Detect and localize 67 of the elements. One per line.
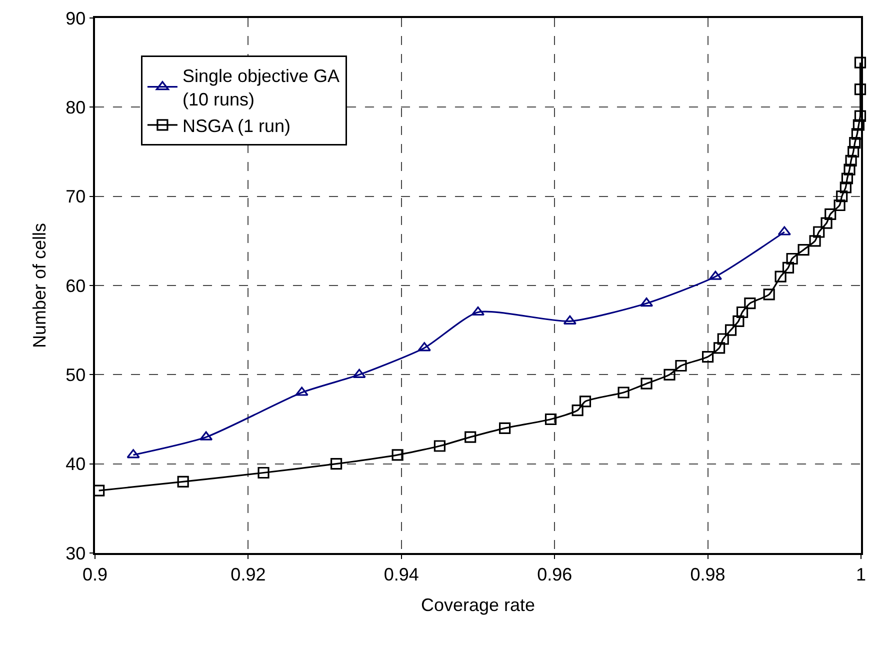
point — [824, 208, 836, 220]
point — [544, 413, 557, 426]
x-tick-label: 0.92 — [230, 564, 266, 584]
point — [352, 368, 366, 378]
point — [418, 342, 431, 352]
point — [834, 199, 846, 212]
point — [813, 226, 825, 238]
point — [844, 164, 856, 176]
point — [200, 431, 213, 440]
point — [713, 342, 726, 354]
y-tick-label: 70 — [66, 186, 86, 207]
point — [854, 84, 866, 96]
point — [854, 110, 866, 122]
point — [464, 431, 476, 443]
point — [774, 270, 786, 282]
point — [778, 226, 791, 236]
point — [809, 235, 821, 247]
point — [820, 217, 832, 229]
point — [675, 360, 687, 372]
y-tick-label: 50 — [66, 364, 86, 385]
x-tick-label: 1 — [856, 564, 866, 584]
point — [732, 315, 744, 327]
point — [126, 449, 140, 458]
point — [717, 333, 729, 345]
y-tick-label: 90 — [66, 8, 86, 28]
point — [434, 440, 446, 452]
point — [702, 351, 714, 363]
point — [579, 396, 592, 408]
point — [840, 182, 852, 194]
point — [841, 172, 854, 184]
point — [295, 386, 308, 396]
point — [724, 324, 737, 336]
point — [664, 368, 676, 380]
point — [563, 315, 576, 324]
point — [618, 386, 630, 398]
x-axis-title: Coverage rate — [420, 594, 536, 615]
point — [640, 378, 652, 390]
point — [854, 56, 866, 68]
point — [786, 252, 798, 265]
point — [392, 449, 404, 461]
y-tick-label: 40 — [66, 454, 86, 474]
y-axis-title: Number of cells — [29, 222, 50, 348]
point — [177, 476, 189, 488]
legend-label: NSGA (1 run) — [182, 116, 291, 136]
point — [845, 154, 857, 166]
point — [798, 244, 810, 256]
x-tick-label: 0.94 — [384, 564, 419, 584]
point — [848, 146, 860, 158]
point — [744, 298, 756, 310]
point — [499, 422, 511, 434]
y-tick-label: 30 — [66, 543, 86, 564]
point — [471, 306, 485, 316]
y-tick-label: 60 — [66, 276, 86, 296]
y-tick-label: 80 — [66, 97, 86, 118]
x-tick-label: 0.96 — [537, 564, 572, 584]
x-tick-label: 0.98 — [690, 564, 726, 584]
legend-label: Single objective GA (10 runs) — [182, 66, 340, 110]
point — [330, 458, 342, 470]
point — [258, 466, 270, 479]
point — [782, 262, 794, 274]
point — [763, 288, 775, 300]
point — [852, 119, 864, 131]
point — [836, 190, 848, 202]
x-tick-label: 0.9 — [82, 564, 108, 584]
point — [572, 404, 584, 416]
point — [736, 306, 748, 318]
point — [849, 137, 861, 149]
